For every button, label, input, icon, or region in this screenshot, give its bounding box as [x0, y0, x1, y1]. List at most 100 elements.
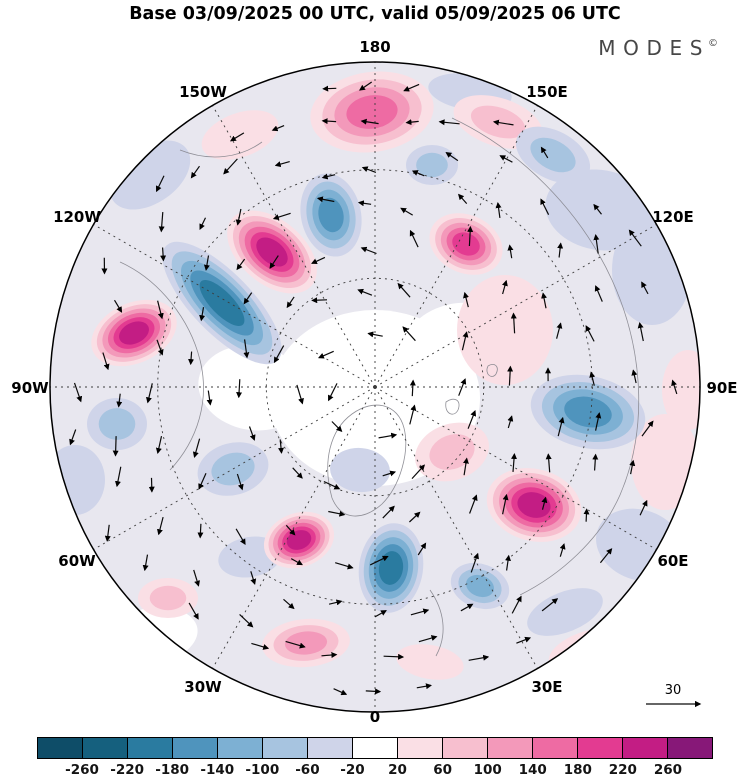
- wind-arrow: [321, 118, 337, 125]
- wind-arrow: [283, 598, 295, 610]
- colorbar-cell: [668, 738, 712, 758]
- wind-arrow: [361, 166, 377, 173]
- wind-arrow: [251, 642, 270, 650]
- wind-arrow: [511, 453, 518, 472]
- wind-arrow: [188, 351, 195, 366]
- wind-arrow: [383, 653, 405, 660]
- wind-arrow: [671, 379, 678, 395]
- colorbar-cell: [173, 738, 218, 758]
- wind-arrow: [541, 496, 548, 510]
- wind-arrow: [641, 281, 649, 295]
- wind-arrow: [360, 118, 379, 125]
- lon-label-60w: 60W: [58, 552, 96, 570]
- wind-arrow: [155, 435, 163, 454]
- graticule-meridian: [93, 224, 376, 388]
- wind-arrow: [409, 229, 419, 248]
- wind-arrow: [593, 234, 600, 254]
- graticule: [50, 62, 700, 712]
- anomaly-contour: [149, 585, 187, 611]
- graticule-meridian: [374, 386, 657, 550]
- modes-logo-copyright: ©: [708, 38, 718, 49]
- wind-arrow: [274, 161, 290, 168]
- wind-arrow: [199, 307, 206, 322]
- wind-arrow: [199, 217, 207, 230]
- wind-arrow: [359, 81, 373, 91]
- lon-label-90w: 90W: [11, 379, 49, 397]
- coastlines: [119, 117, 640, 657]
- wind-arrow: [193, 569, 200, 587]
- wind-arrow: [158, 212, 165, 233]
- wind-arrow: [507, 415, 514, 429]
- wind-arrow: [113, 299, 123, 313]
- colorbar-tick-label: -260: [65, 762, 99, 778]
- wind-arrow: [402, 326, 416, 342]
- colorbar-tick-label: 20: [388, 762, 407, 778]
- colorbar-tick-label: 180: [563, 762, 592, 778]
- wind-arrow: [235, 208, 242, 226]
- wind-arrow: [367, 331, 383, 338]
- wind-arrow: [541, 598, 559, 612]
- wind-arrow: [243, 339, 250, 359]
- wind-arrow: [157, 300, 164, 320]
- lon-label-120w: 120W: [53, 208, 101, 226]
- wind-arrow: [467, 225, 474, 247]
- colorbar-cell: [263, 738, 308, 758]
- colorbar-tick-label: 100: [473, 762, 502, 778]
- wind-arrow: [322, 85, 337, 92]
- wind-arrow: [629, 459, 636, 475]
- colorbar-cell: [488, 738, 533, 758]
- wind-arrow: [641, 420, 654, 437]
- wind-arrow: [286, 296, 295, 309]
- wind-arrow: [540, 146, 549, 159]
- colorbar-cells: [37, 737, 713, 759]
- wind-arrow: [397, 282, 411, 298]
- colorbar-cell: [578, 738, 623, 758]
- colorbar-tick-label: -60: [295, 762, 320, 778]
- lon-label-180: 180: [359, 38, 390, 56]
- colorbar-cell: [218, 738, 263, 758]
- colorbar-tick-label: -100: [245, 762, 280, 778]
- wind-arrow: [599, 548, 613, 564]
- wind-arrow: [469, 494, 478, 514]
- longitude-labels: 180 150W 120W 90W 60W 30W 0 30E 60E 90E …: [11, 38, 737, 726]
- wind-arrow: [557, 416, 565, 437]
- wind-arrow: [278, 439, 285, 454]
- wind-arrow: [510, 312, 517, 334]
- wind-arrow: [411, 464, 426, 480]
- wind-arrow: [467, 409, 477, 429]
- wind-arrow: [112, 436, 119, 457]
- wind-arrow: [357, 200, 372, 207]
- wind-arrow: [507, 365, 514, 386]
- graticule-meridian: [374, 224, 657, 388]
- modes-logo: MODES©: [598, 36, 718, 60]
- wind-arrow: [631, 369, 638, 384]
- coastline: [445, 398, 460, 415]
- wind-arrow: [269, 255, 279, 269]
- wind-arrow: [145, 383, 153, 404]
- coastline: [119, 261, 204, 471]
- wind-arrow: [408, 511, 421, 523]
- wind-arrow: [236, 379, 243, 399]
- wind-arrow: [321, 652, 338, 658]
- wind-arrow: [333, 688, 348, 696]
- wind-arrow: [418, 635, 438, 643]
- wind-arrow: [250, 571, 257, 585]
- wind-arrow: [311, 297, 328, 304]
- wind-arrow: [328, 510, 346, 517]
- wind-arrow: [285, 640, 306, 649]
- wind-arrow: [505, 554, 511, 571]
- colorbar-cell: [623, 738, 668, 758]
- wind-arrow: [410, 608, 430, 616]
- wind-arrow: [318, 350, 334, 359]
- colorbar-cell: [38, 738, 83, 758]
- coastline: [451, 117, 640, 596]
- wind-arrow: [409, 404, 417, 425]
- wind-arrow: [511, 595, 522, 614]
- wind-arrow: [403, 83, 420, 92]
- wind-arrow: [155, 175, 165, 193]
- wind-arrow: [73, 382, 83, 403]
- wind-arrow: [445, 152, 459, 162]
- anomaly-contour: [98, 408, 136, 440]
- wind-arrow: [160, 247, 167, 262]
- wind-arrow: [369, 555, 389, 566]
